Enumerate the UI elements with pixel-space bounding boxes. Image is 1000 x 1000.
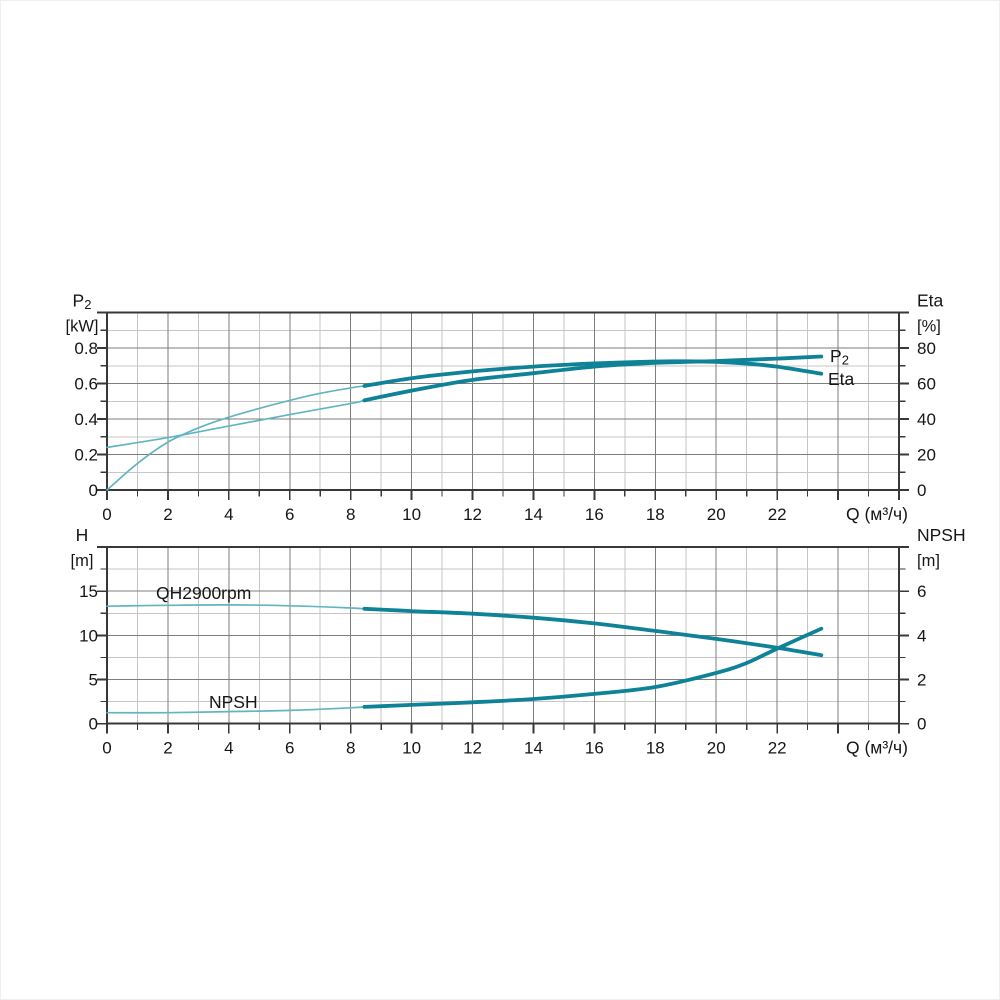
y-right-tick-label: 80 — [917, 339, 936, 358]
p2-curve-label: P2 — [830, 346, 849, 368]
right-axis-title: NPSH — [917, 525, 966, 545]
series-NPSH-thin — [106, 706, 366, 714]
axis-border — [106, 546, 900, 725]
y-right-tick-label: 60 — [917, 375, 936, 394]
x-tick-label: 2 — [163, 739, 172, 758]
y-left-tick-label: 0.6 — [74, 375, 98, 394]
series-NPSH-thick — [362, 626, 824, 709]
y-left-tick-label: 5 — [89, 671, 98, 690]
series-QH2900rpm-thin — [106, 604, 366, 610]
y-right-tick-label: 0 — [917, 481, 926, 500]
y-right-tick-label: 20 — [917, 446, 936, 465]
eta-curve-label: Eta — [828, 369, 855, 389]
x-tick-label: 10 — [402, 739, 421, 758]
x-tick-label: 0 — [102, 739, 111, 758]
power-efficiency-chart: 0 2 4 6 8 10 12 14 16 18 20 22 0 0.2 0.4 0.6 0.8 0 20 40 60 8… — [66, 291, 944, 525]
x-tick-label: 16 — [585, 739, 604, 758]
x-tick-label: 18 — [646, 739, 665, 758]
left-axis-unit: [kW] — [66, 318, 99, 336]
x-tick-label: 6 — [285, 739, 294, 758]
x-tick-label: 18 — [646, 505, 665, 524]
series-P2-thin — [106, 399, 366, 449]
head-npsh-chart: 0 2 4 6 8 10 12 14 16 18 20 22 0 5 10 15 0 2 4 6 H [m] NPSH [m]… — [71, 525, 966, 758]
y-right-tick-label: 4 — [917, 626, 926, 645]
y-left-tick-label: 0 — [89, 715, 98, 734]
x-tick-label: 10 — [402, 505, 421, 524]
x-tick-label: 22 — [768, 739, 787, 758]
x-axis-title: Q (м³/ч) — [846, 738, 908, 758]
x-tick-label: 12 — [463, 505, 482, 524]
x-tick-label: 6 — [285, 505, 294, 524]
y-right-tick-label: 2 — [917, 671, 926, 690]
x-axis-title: Q (м³/ч) — [846, 504, 908, 524]
left-axis-title: H — [76, 525, 89, 545]
x-tick-label: 8 — [346, 505, 355, 524]
y-left-tick-label: 15 — [79, 582, 98, 601]
y-left-tick-label: 0.8 — [74, 339, 98, 358]
y-left-tick-label: 0 — [89, 481, 98, 500]
x-tick-label: 2 — [163, 505, 172, 524]
x-tick-label: 14 — [524, 739, 543, 758]
x-tick-label: 8 — [346, 739, 355, 758]
y-left-tick-label: 0.2 — [74, 446, 98, 465]
y-right-tick-label: 40 — [917, 410, 936, 429]
npsh-curve-label: NPSH — [209, 692, 258, 712]
x-tick-label: 20 — [707, 505, 726, 524]
x-tick-label: 22 — [768, 505, 787, 524]
series-Eta-thick — [362, 359, 824, 388]
left-axis-title: P2 — [73, 291, 92, 313]
y-left-tick-label: 0.4 — [74, 410, 98, 429]
x-tick-label: 16 — [585, 505, 604, 524]
qh-curve-label: QH2900rpm — [156, 583, 251, 603]
right-axis-title: Eta — [917, 291, 944, 311]
left-axis-unit: [m] — [71, 552, 94, 570]
series-QH2900rpm-thick — [362, 606, 824, 658]
x-tick-label: 14 — [524, 505, 543, 524]
right-axis-unit: [%] — [917, 318, 941, 336]
right-axis-unit: [m] — [917, 552, 940, 570]
y-left-tick-label: 10 — [79, 626, 98, 645]
y-right-tick-label: 0 — [917, 715, 926, 734]
series-P2-thick — [362, 354, 824, 403]
x-tick-label: 4 — [224, 739, 233, 758]
series-Eta-thin — [106, 385, 366, 491]
x-tick-label: 4 — [224, 505, 233, 524]
y-right-tick-label: 6 — [917, 582, 926, 601]
x-tick-label: 12 — [463, 739, 482, 758]
x-tick-label: 20 — [707, 739, 726, 758]
axis-border — [106, 311, 900, 491]
x-tick-label: 0 — [102, 505, 111, 524]
